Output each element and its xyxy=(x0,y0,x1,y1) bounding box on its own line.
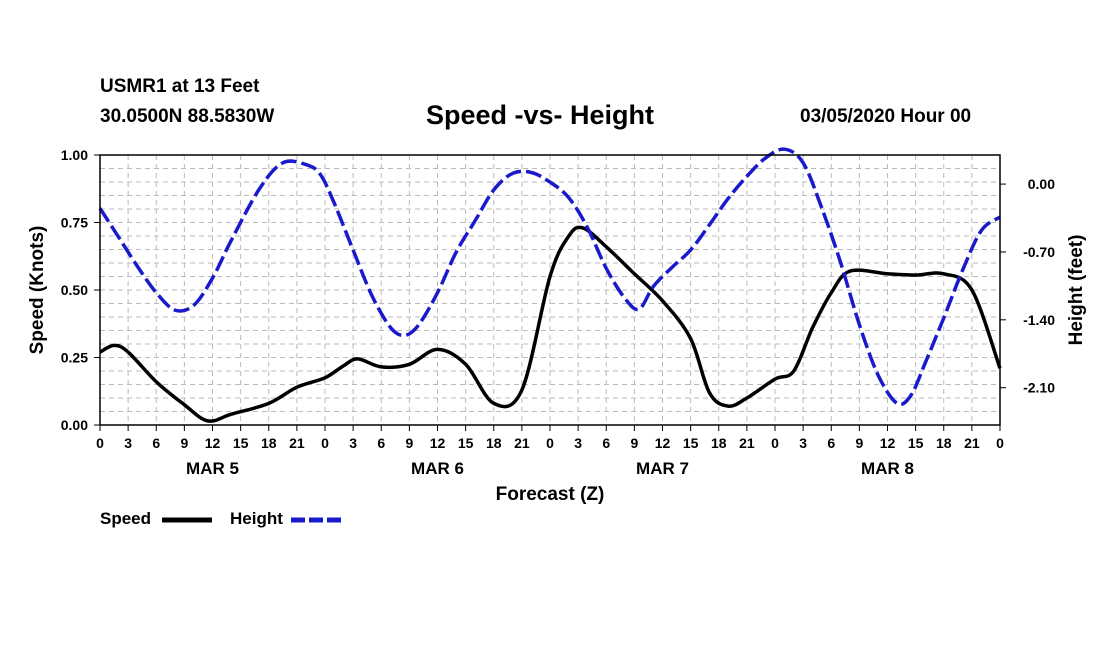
x-tick-label: 0 xyxy=(771,435,779,451)
y-tick-label-right: 0.00 xyxy=(1028,176,1055,192)
forecast-datetime-label: 03/05/2020 Hour 00 xyxy=(800,106,972,127)
x-tick-label: 21 xyxy=(739,435,755,451)
day-label: MAR 8 xyxy=(861,459,914,478)
y-tick-label-left: 0.25 xyxy=(61,350,88,366)
x-tick-label: 9 xyxy=(855,435,863,451)
x-tick-label: 0 xyxy=(321,435,329,451)
x-tick-label: 0 xyxy=(996,435,1004,451)
x-tick-label: 3 xyxy=(349,435,357,451)
x-tick-label: 15 xyxy=(908,435,924,451)
day-label: MAR 6 xyxy=(411,459,464,478)
x-tick-label: 18 xyxy=(936,435,952,451)
x-tick-label: 9 xyxy=(180,435,188,451)
x-tick-label: 21 xyxy=(514,435,530,451)
x-tick-label: 12 xyxy=(205,435,221,451)
x-tick-label: 18 xyxy=(711,435,727,451)
y-tick-label-right: -1.40 xyxy=(1023,312,1055,328)
series-layer xyxy=(98,147,1002,423)
y-tick-label-left: 1.00 xyxy=(61,147,88,163)
x-tick-label: 15 xyxy=(233,435,249,451)
x-tick-label: 18 xyxy=(486,435,502,451)
y-tick-label-right: -2.10 xyxy=(1023,380,1055,396)
axis-layer: 0 3 6 9 12 15 18 21 0 3 6 9 12 15 18 21 0 3 6 9 12 15 18 21 0 3 6 9… xyxy=(61,147,1055,478)
speed-series-line xyxy=(99,225,1002,423)
day-label: MAR 5 xyxy=(186,459,239,478)
y-tick-label-right: -0.70 xyxy=(1023,244,1055,260)
y-tick-label-left: 0.50 xyxy=(61,282,88,298)
x-tick-label: 3 xyxy=(799,435,807,451)
x-axis-title: Forecast (Z) xyxy=(496,484,605,505)
x-tick-label: 15 xyxy=(683,435,699,451)
legend-height-label: Height xyxy=(230,509,283,528)
y-axis-title-right: Height (feet) xyxy=(1066,235,1087,346)
x-tick-label: 9 xyxy=(630,435,638,451)
x-tick-label: 0 xyxy=(546,435,554,451)
height-series-line xyxy=(98,147,1002,407)
x-tick-label: 12 xyxy=(430,435,446,451)
x-tick-label: 15 xyxy=(458,435,474,451)
x-tick-label: 21 xyxy=(964,435,980,451)
y-axis-title-left: Speed (Knots) xyxy=(27,226,48,355)
x-tick-label: 3 xyxy=(124,435,132,451)
x-tick-label: 3 xyxy=(574,435,582,451)
grid-layer xyxy=(100,155,1000,425)
chart-title: Speed -vs- Height xyxy=(426,100,655,130)
x-tick-label: 18 xyxy=(261,435,277,451)
x-tick-label: 6 xyxy=(152,435,160,451)
station-label: USMR1 at 13 Feet xyxy=(100,76,260,97)
x-tick-label: 21 xyxy=(289,435,305,451)
x-tick-label: 6 xyxy=(827,435,835,451)
y-tick-label-left: 0.00 xyxy=(61,417,88,433)
x-tick-label: 9 xyxy=(405,435,413,451)
x-tick-label: 12 xyxy=(655,435,671,451)
day-label: MAR 7 xyxy=(636,459,689,478)
x-tick-label: 6 xyxy=(602,435,610,451)
x-tick-label: 12 xyxy=(880,435,896,451)
legend-speed-label: Speed xyxy=(100,509,152,528)
x-tick-label: 0 xyxy=(96,435,104,451)
coordinates-label: 30.0500N 88.5830W xyxy=(100,106,275,127)
y-tick-label-left: 0.75 xyxy=(61,215,88,231)
x-tick-label: 6 xyxy=(377,435,385,451)
